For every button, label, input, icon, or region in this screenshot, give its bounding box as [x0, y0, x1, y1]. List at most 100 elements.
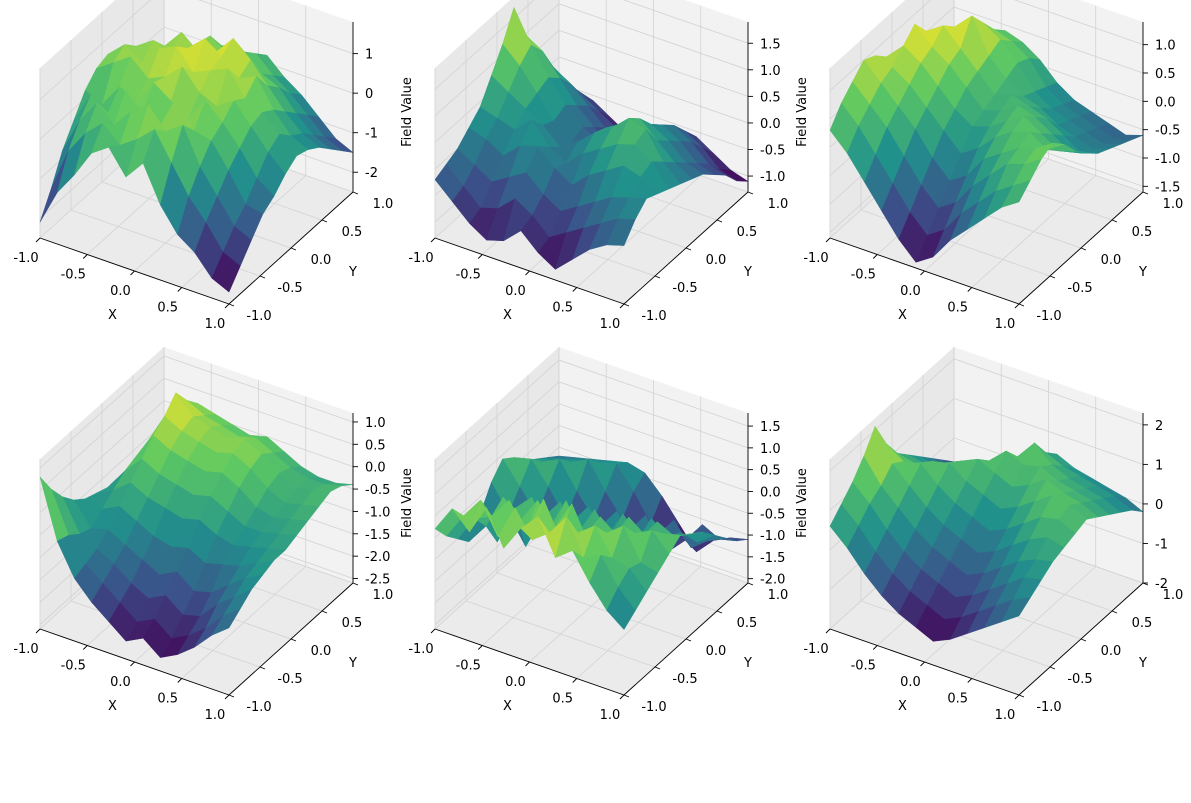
z-tick-label: -1.5	[365, 528, 390, 543]
z-tick-label: -1.0	[760, 529, 785, 544]
y-tick-label: 0.5	[737, 225, 758, 240]
surface-facet	[211, 251, 241, 293]
x-tick	[619, 303, 625, 309]
x-tick	[825, 237, 831, 243]
z-gridline	[434, 3, 749, 117]
y-tick	[1080, 247, 1087, 251]
y-axis-label: Y	[1138, 656, 1147, 671]
y-tick-label: -0.5	[277, 672, 302, 687]
z-gridline	[829, 358, 1144, 472]
subplot-1: Sample # 1-1.0-0.50.00.51.0-1.0-0.50.00.…	[408, 0, 810, 332]
x-tick	[825, 628, 831, 634]
x-tick	[224, 694, 230, 700]
surface-facet	[211, 608, 241, 636]
y-tick	[1111, 219, 1118, 223]
x-tick	[430, 237, 436, 243]
z-tick-label: -1.5	[1155, 180, 1180, 195]
z-tick-label: -0.5	[760, 144, 785, 159]
x-tick-label: 0.5	[552, 692, 573, 707]
z-gridline	[829, 0, 1144, 91]
x-tick	[35, 237, 41, 243]
y-tick	[623, 694, 630, 698]
y-tick	[623, 303, 630, 307]
x-tick	[872, 645, 878, 650]
y-tick	[259, 275, 266, 279]
x-tick-label: 0.5	[552, 301, 573, 316]
y-tick	[290, 247, 297, 251]
z-tick-label: 1.0	[365, 416, 386, 431]
y-tick	[747, 582, 754, 586]
z-tick-label: -2.5	[365, 573, 390, 588]
y-tick	[290, 638, 297, 642]
x-tick	[82, 254, 88, 259]
y-axis-label: Y	[743, 265, 752, 280]
y-tick-label: 0.5	[737, 616, 758, 631]
x-tick	[477, 254, 483, 259]
y-tick-label: 0.0	[311, 253, 332, 268]
x-tick-label: 1.0	[995, 708, 1016, 723]
z-axis-label: Field Value	[400, 468, 415, 538]
x-tick	[920, 661, 925, 667]
x-tick	[177, 678, 183, 683]
x-axis-label: X	[503, 308, 512, 323]
z-tick-label: -0.5	[365, 483, 390, 498]
surface-facet	[1001, 180, 1031, 208]
y-tick-label: -1.0	[1036, 700, 1061, 715]
y-tick-label: -1.0	[246, 309, 271, 324]
x-tick	[35, 628, 41, 634]
y-axis-label: Y	[743, 656, 752, 671]
y-tick	[321, 610, 328, 614]
z-tick-label: 0.5	[760, 464, 781, 479]
y-tick	[654, 275, 661, 279]
surface	[434, 455, 749, 630]
subplot-3: Sample # 3-1.0-0.50.00.51.0-1.0-0.50.00.…	[13, 347, 415, 723]
surface	[829, 15, 1144, 263]
z-axis-label: Field Value	[400, 77, 415, 147]
z-tick-label: 0	[365, 87, 373, 102]
x-tick-label: 1.0	[600, 317, 621, 332]
z-gridline	[434, 29, 749, 143]
x-tick-label: 1.0	[995, 317, 1016, 332]
z-tick-label: 0.5	[365, 438, 386, 453]
surface-facet	[606, 587, 636, 630]
x-tick-label: -1.0	[408, 642, 433, 657]
x-tick-label: 0.5	[157, 692, 178, 707]
y-tick-label: -1.0	[641, 700, 666, 715]
z-tick-label: 0.0	[760, 485, 781, 500]
z-axis-label: Field Value	[795, 468, 810, 538]
x-tick	[967, 287, 973, 292]
y-tick	[654, 666, 661, 670]
x-tick-label: 0.5	[947, 301, 968, 316]
y-tick	[685, 247, 692, 251]
y-tick	[321, 219, 328, 223]
y-tick-label: -1.0	[641, 309, 666, 324]
x-tick	[872, 254, 878, 259]
z-tick-label: 1.0	[760, 442, 781, 457]
z-gridline	[39, 377, 354, 491]
z-tick-label: 1	[1155, 458, 1163, 473]
x-tick	[1014, 303, 1020, 309]
z-tick-label: 1.5	[760, 37, 781, 52]
z-tick-label: -1.0	[365, 505, 390, 520]
y-tick-label: 1.0	[373, 197, 394, 212]
x-tick-label: -1.0	[803, 642, 828, 657]
x-axis-label: X	[898, 308, 907, 323]
surface	[39, 31, 354, 293]
z-tick-label: -0.5	[760, 507, 785, 522]
x-tick	[572, 678, 578, 683]
x-tick-label: -1.0	[803, 251, 828, 266]
x-axis-label: X	[108, 699, 117, 714]
z-gridline	[434, 403, 749, 516]
surface-facet	[1001, 597, 1031, 623]
z-tick-label: -1.0	[1155, 152, 1180, 167]
z-gridline	[39, 355, 354, 469]
z-tick-label: -2	[365, 166, 378, 181]
x-tick	[130, 661, 135, 667]
surface	[39, 392, 354, 658]
y-tick-label: 0.0	[706, 644, 727, 659]
x-tick-label: -0.5	[61, 268, 86, 283]
y-tick	[228, 303, 235, 307]
x-tick-label: 0.5	[157, 301, 178, 316]
x-tick-label: 0.0	[900, 284, 921, 299]
y-tick-label: 0.0	[1101, 644, 1122, 659]
